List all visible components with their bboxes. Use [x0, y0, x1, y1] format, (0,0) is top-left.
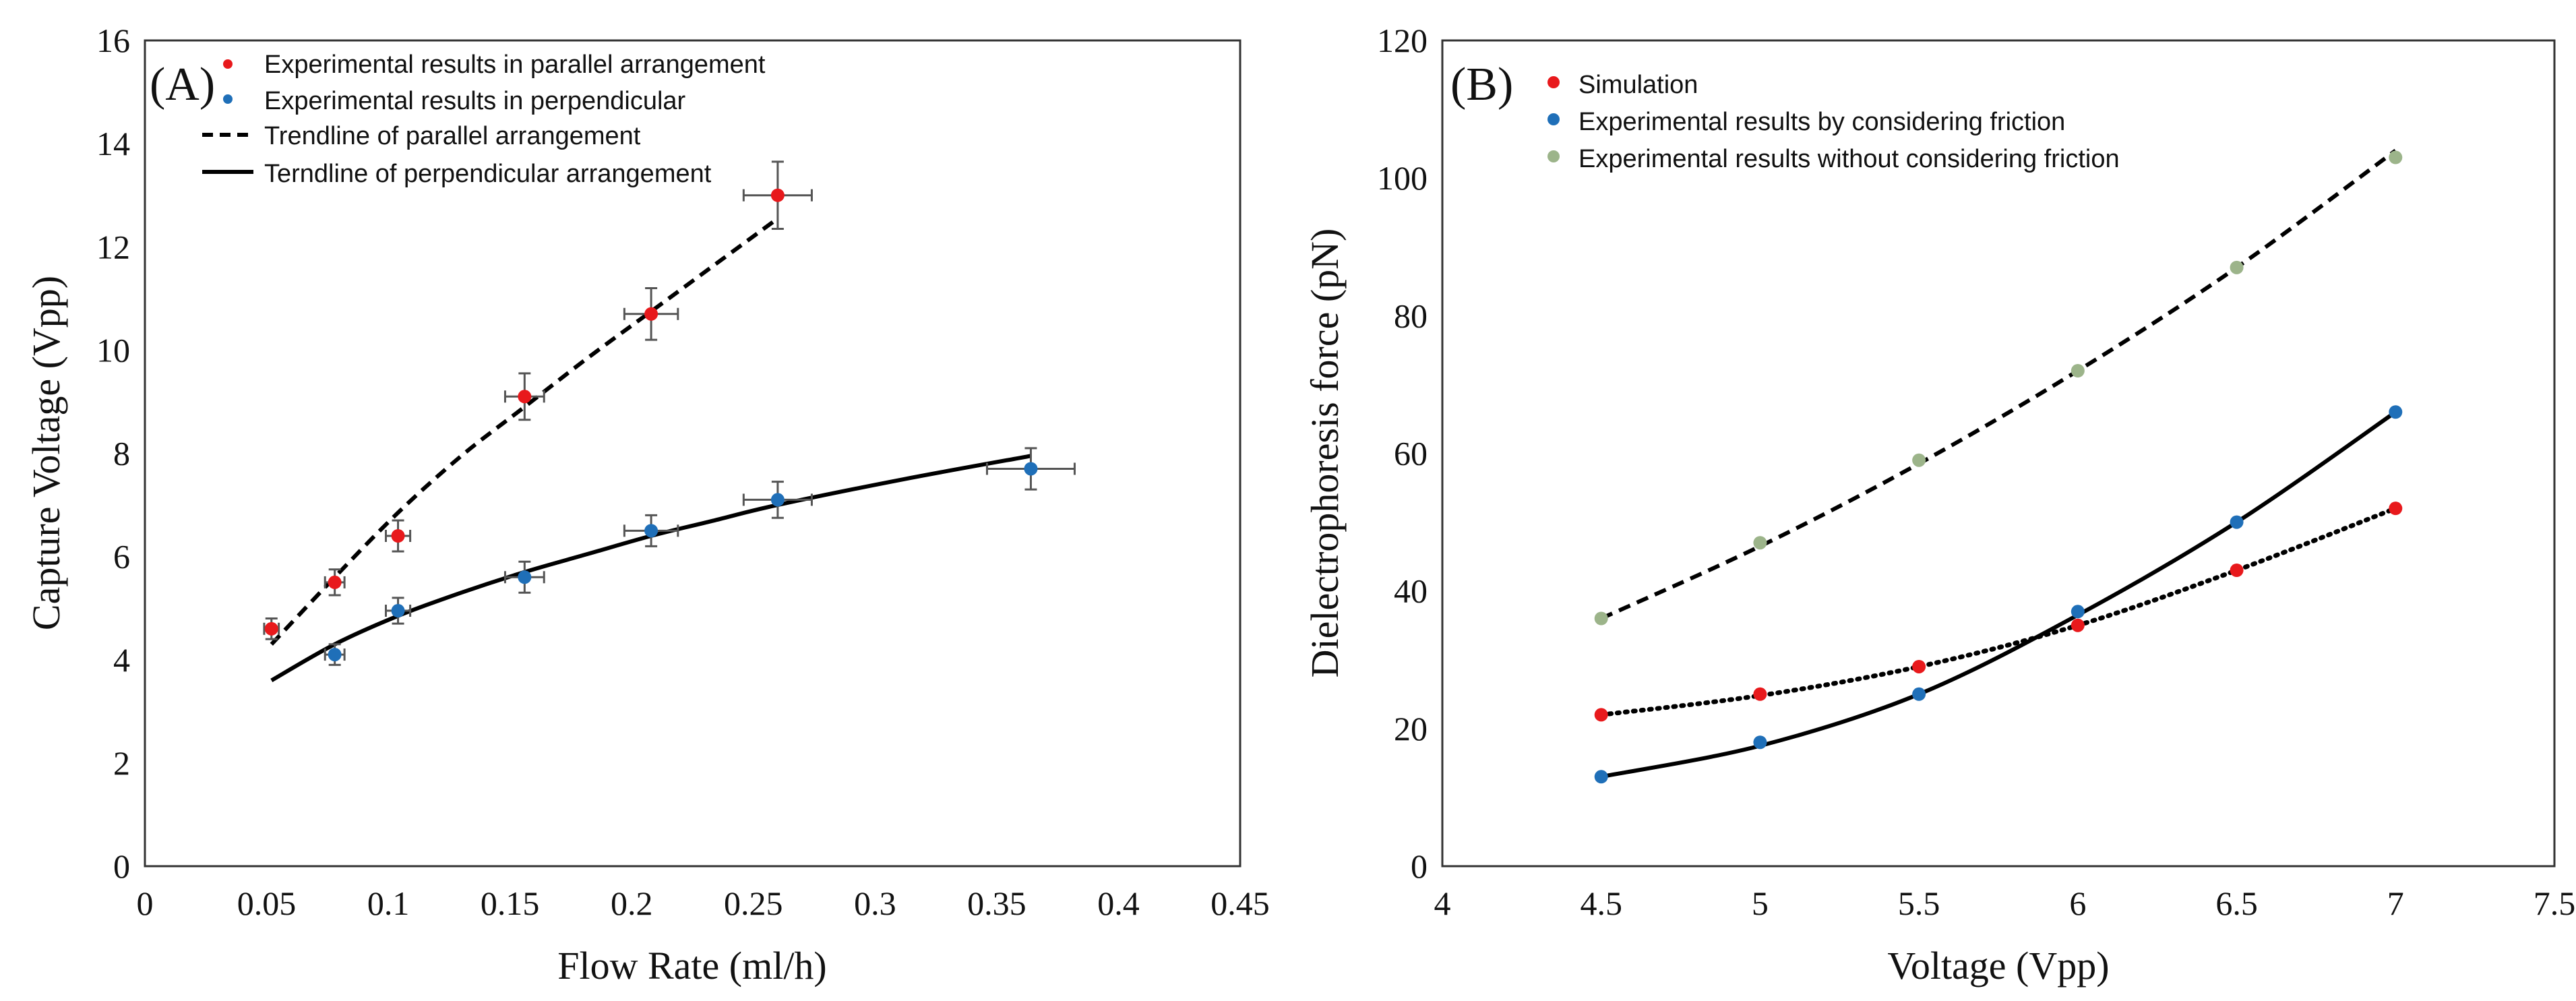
- panel-a-x-tick-label: 0: [137, 884, 154, 922]
- panel-a-x-tick-label: 0.25: [724, 884, 783, 922]
- legend-marker-simulation: [1547, 76, 1560, 88]
- panel-b-x-tick-label: 4: [1434, 884, 1451, 922]
- panel-a-trendline: [270, 216, 779, 646]
- panel-b-y-tick-label: 0: [1411, 847, 1428, 885]
- panel-b-y-tick-label: 60: [1394, 435, 1428, 473]
- legend-label-parallel-trend: Trendline of parallel arrangement: [264, 122, 641, 150]
- panel-b-data-point: [2071, 605, 2085, 619]
- legend-label-perpendicular: Experimental results in perpendicular: [264, 87, 686, 115]
- panel-b-trendline: [1600, 148, 2397, 621]
- panel-a-y-tick-label: 14: [96, 125, 130, 162]
- panel-b-data-point: [1753, 536, 1767, 550]
- panel-a-y-tick-label: 8: [113, 435, 130, 473]
- panel-b-data-point: [1594, 770, 1608, 784]
- panel-b-y-tick-label: 80: [1394, 297, 1428, 334]
- panel-a-x-tick-label: 0.2: [611, 884, 653, 922]
- panel-a-y-tick-label: 0: [113, 847, 130, 885]
- panel-a-y-axis-title: Capture Voltage (Vpp): [24, 276, 68, 630]
- panel-b-data-point: [1594, 708, 1608, 722]
- panel-b-x-tick-label: 7.5: [2534, 884, 2576, 922]
- legend-label-without-friction: Experimental results without considering…: [1578, 145, 2120, 173]
- panel-a-label: (A): [150, 59, 215, 111]
- panel-b-y-tick-label: 120: [1377, 22, 1428, 59]
- panel-a-x-tick-label: 0.35: [967, 884, 1026, 922]
- panel-b-x-tick-label: 5.5: [1898, 884, 1940, 922]
- panel-a-data-point: [328, 575, 342, 589]
- panel-a-data-point: [328, 648, 342, 662]
- panel-b-data-point: [2230, 564, 2244, 578]
- panel-a-chart: 0 0.05 0.1 0.15 0.2 0.25 0.3 0.35 0.4 0.45 0 2 4 6 8 10…: [24, 22, 1270, 988]
- panel-b-data-point: [1912, 453, 1926, 467]
- panel-a-plot-frame: [144, 39, 1241, 868]
- panel-b-trendline: [1599, 506, 2398, 717]
- panel-a-x-tick-label: 0.45: [1210, 884, 1270, 922]
- panel-a-y-tick-label: 12: [96, 228, 130, 266]
- panel-b-data-point: [1753, 687, 1767, 701]
- panel-b-y-tick-label: 100: [1377, 159, 1428, 197]
- panel-b-data-point: [2389, 502, 2403, 516]
- legend-marker-parallel: [223, 59, 233, 69]
- panel-a-y-tick-label: 2: [113, 744, 130, 782]
- panel-a-x-tick-label: 0.15: [481, 884, 540, 922]
- panel-b-data-point: [2230, 515, 2244, 529]
- legend-label-perpendicular-trend: Terndline of perpendicular arrangement: [264, 160, 712, 188]
- panel-a-data-point: [644, 524, 658, 538]
- panel-a-data-point: [770, 188, 785, 202]
- panel-a-data-point: [264, 621, 278, 636]
- panel-b-data-point: [1753, 735, 1767, 750]
- panel-a-x-tick-label: 0.05: [237, 884, 297, 922]
- panel-a-x-axis-title: Flow Rate (ml/h): [557, 944, 827, 988]
- legend-marker-perpendicular: [223, 94, 233, 104]
- panel-a-y-tick-label: 10: [96, 331, 130, 369]
- panel-b-data-point: [1912, 659, 1926, 673]
- panel-b-plot-frame: [1441, 39, 2556, 868]
- legend-label-with-friction: Experimental results by considering fric…: [1578, 108, 2065, 136]
- panel-b-trendline: [1601, 410, 2397, 779]
- panel-a-data-point: [391, 604, 405, 618]
- panel-a-data-point: [518, 570, 532, 584]
- panel-b-data-point: [2230, 260, 2244, 274]
- panel-b-data-point: [1594, 611, 1608, 626]
- panel-a-marks: 0 0.05 0.1 0.15 0.2 0.25 0.3 0.35 0.4 0.45 0 2 4 6 8 10…: [96, 22, 1270, 922]
- panel-a-y-tick-label: 4: [113, 641, 130, 679]
- panel-b-y-tick-label: 20: [1394, 710, 1428, 748]
- panel-a-y-tick-label: 6: [113, 538, 130, 576]
- panel-a-data-point: [391, 529, 405, 543]
- panel-b-label: (B): [1450, 59, 1513, 111]
- panel-a-y-tick-label: 16: [96, 22, 130, 59]
- panel-b-y-axis-title: Dielectrophoresis force (pN): [1303, 229, 1347, 678]
- panel-a-data-point: [518, 390, 532, 404]
- panel-b-x-axis-title: Voltage (Vpp): [1887, 944, 2109, 988]
- panel-b-chart: 4 4.5 5 5.5 6 6.5 7 7.5 0 20 40 60 80 100 120 (B) Volt…: [1303, 22, 2575, 988]
- legend-label-simulation: Simulation: [1578, 71, 1698, 99]
- panel-b-data-point: [2071, 364, 2085, 377]
- panel-b-x-tick-label: 4.5: [1580, 884, 1622, 922]
- legend-marker-with-friction: [1547, 113, 1560, 125]
- legend-marker-without-friction: [1547, 150, 1560, 162]
- panel-b-data-point: [2389, 150, 2403, 164]
- panel-b-x-tick-label: 6: [2069, 884, 2086, 922]
- panel-b-data-point: [2071, 618, 2085, 632]
- panel-b-x-tick-label: 6.5: [2215, 884, 2258, 922]
- panel-a-x-tick-label: 0.1: [367, 884, 410, 922]
- panel-a-x-tick-label: 0.3: [854, 884, 896, 922]
- panel-a-trendline: [270, 454, 1031, 682]
- panel-a-data-point: [644, 307, 658, 321]
- panel-a-data-point: [770, 493, 785, 507]
- panel-a-x-tick-label: 0.4: [1097, 884, 1140, 922]
- panel-a-legend: Experimental results in parallel arrange…: [202, 51, 766, 188]
- legend-label-parallel: Experimental results in parallel arrange…: [264, 51, 766, 79]
- panel-a-data-point: [1024, 462, 1038, 476]
- panel-b-y-tick-label: 40: [1394, 572, 1428, 610]
- panel-b-x-tick-label: 7: [2387, 884, 2404, 922]
- panel-b-data-point: [2389, 405, 2403, 419]
- panel-b-x-tick-label: 5: [1752, 884, 1769, 922]
- panel-b-data-point: [1912, 687, 1926, 701]
- panel-b-marks: 4 4.5 5 5.5 6 6.5 7 7.5 0 20 40 60 80 100 120: [1377, 22, 2575, 922]
- panel-b-legend: Simulation Experimental results by consi…: [1547, 71, 2120, 173]
